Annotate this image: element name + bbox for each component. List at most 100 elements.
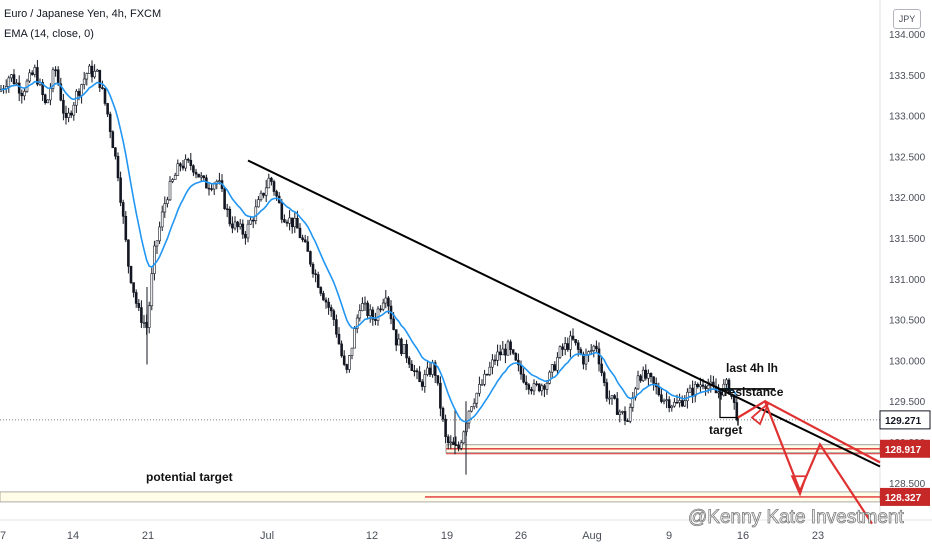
candle-body (493, 359, 497, 362)
candle-body (696, 383, 700, 388)
candle-body (701, 384, 705, 387)
candle-body (358, 310, 362, 319)
candle-body (626, 420, 629, 422)
time-tick-label: Jul (260, 530, 274, 542)
candle-body (511, 349, 515, 354)
candle-body (246, 223, 250, 239)
candle-body (571, 335, 575, 340)
candle-body (569, 335, 572, 350)
candle-body (272, 181, 276, 192)
candle-body (431, 362, 434, 375)
candle-body (249, 219, 252, 225)
time-tick-label: 7 (0, 530, 6, 542)
candle-body (545, 382, 549, 390)
candle-body (478, 384, 481, 394)
candle-body (244, 233, 247, 239)
candle-body (459, 442, 463, 449)
candle-body (543, 385, 546, 390)
candle-body (509, 341, 512, 351)
candle-body (667, 399, 671, 409)
price-tick-label: 128.500 (889, 479, 926, 490)
candle-body (686, 391, 689, 402)
candle-body (298, 227, 302, 239)
candle-body (405, 344, 408, 359)
candle-body (95, 69, 99, 72)
candle-body (717, 391, 720, 394)
price-tick-label: 130.000 (889, 356, 926, 367)
candle-body (706, 385, 710, 390)
candle-body (127, 239, 130, 267)
price-tick-label: 130.500 (889, 316, 926, 327)
price-tick-label: 133.500 (889, 71, 926, 82)
candle-body (363, 302, 367, 305)
candle-body (189, 159, 193, 166)
candle-body (212, 183, 216, 190)
candle-body (387, 297, 390, 307)
candle-body (550, 364, 554, 373)
price-tick-label: 131.000 (889, 275, 926, 286)
candle-body (647, 373, 650, 379)
candle-body (7, 77, 11, 87)
candle-body (285, 221, 289, 224)
time-axis[interactable]: 7 14 21 Jul 12 19 26 Aug 9 16 23 (0, 530, 824, 542)
candle-body (641, 369, 645, 381)
candle-body (644, 369, 648, 379)
candle-body (184, 158, 187, 169)
candle-body (618, 411, 622, 415)
candle-body (540, 385, 544, 392)
candle-body (296, 217, 299, 229)
time-tick-label: 14 (67, 530, 79, 542)
candle-body (233, 221, 237, 229)
candle-body (225, 208, 229, 211)
candle-body (670, 405, 674, 409)
candle-body (488, 366, 492, 375)
candle-body (420, 381, 424, 387)
candle-body (418, 371, 421, 383)
candle-body (116, 155, 120, 179)
candle-body (46, 99, 50, 104)
candle-body (199, 175, 203, 178)
candle-body (210, 188, 213, 190)
candle-body (218, 180, 221, 182)
candle-body (524, 381, 528, 385)
ema-layer (0, 80, 738, 423)
target-bracket (719, 388, 739, 426)
candle-body (379, 308, 382, 311)
candle-body (496, 351, 499, 361)
symbol-title[interactable]: Euro / Japanese Yen, 4h, FXCM (4, 8, 162, 20)
candle-body (621, 411, 624, 413)
current-price-label: 129.271 (885, 416, 922, 427)
candle-body (582, 353, 585, 365)
ema-legend[interactable]: EMA (14, close, 0) (4, 28, 94, 40)
candle-body (254, 206, 258, 221)
target-arrow-head (790, 475, 808, 497)
candle-body (129, 265, 133, 283)
resistance-annotation: resistance (724, 385, 784, 399)
candle-body (592, 345, 596, 351)
candle-body (241, 223, 245, 235)
candle-body (439, 382, 442, 409)
projection-arrow-head (750, 402, 769, 426)
currency-badge[interactable]: JPY (893, 9, 921, 29)
candle-body (340, 343, 343, 357)
candle-body (345, 364, 349, 370)
price-tick-label: 131.500 (889, 234, 926, 245)
candle-body (64, 112, 68, 118)
price-tick-label: 133.000 (889, 112, 926, 123)
candle-body (228, 208, 232, 225)
drawings-layer (247, 159, 881, 525)
price-axis[interactable]: 134.000 133.500 133.000 132.500 132.000 131.5… (879, 30, 931, 506)
price-tick-label: 132.000 (889, 193, 926, 204)
candle-body (444, 418, 447, 438)
candle-body (366, 302, 369, 316)
candle-body (114, 147, 117, 157)
candle-body (566, 343, 570, 350)
projection-alt (764, 400, 881, 464)
candle-body (262, 192, 265, 196)
candles-layer (0, 59, 739, 475)
candle-body (51, 69, 55, 89)
candle-body (693, 383, 697, 397)
time-tick-label: 23 (812, 530, 824, 542)
candle-body (101, 87, 104, 89)
